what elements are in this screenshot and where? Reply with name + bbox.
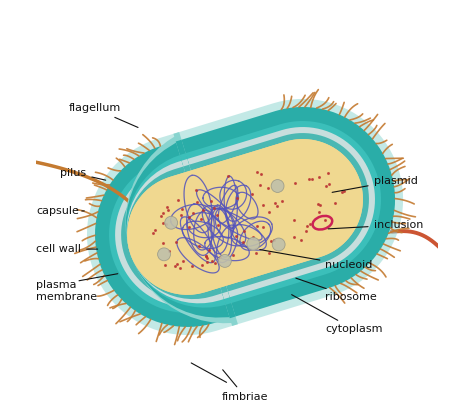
Polygon shape	[185, 170, 226, 288]
Polygon shape	[180, 153, 231, 305]
Ellipse shape	[157, 248, 171, 261]
Polygon shape	[87, 99, 403, 335]
Text: inclusion: inclusion	[328, 220, 423, 230]
Ellipse shape	[219, 255, 231, 267]
Polygon shape	[182, 159, 230, 299]
Text: plasmid: plasmid	[332, 176, 418, 192]
Polygon shape	[127, 171, 224, 295]
Polygon shape	[121, 133, 369, 301]
Text: pilus: pilus	[60, 168, 106, 180]
Text: fimbriae: fimbriae	[222, 370, 268, 402]
Polygon shape	[95, 107, 395, 327]
Text: ribosome: ribosome	[296, 278, 377, 302]
Ellipse shape	[271, 179, 284, 192]
Polygon shape	[127, 139, 363, 295]
Polygon shape	[173, 132, 238, 326]
Polygon shape	[176, 140, 236, 318]
Text: cell wall: cell wall	[36, 244, 98, 254]
Polygon shape	[115, 127, 375, 307]
Text: flagellum: flagellum	[68, 103, 138, 128]
Polygon shape	[183, 165, 228, 293]
Polygon shape	[127, 165, 226, 299]
Text: plasma
membrane: plasma membrane	[36, 280, 97, 302]
Text: capsule: capsule	[36, 206, 84, 216]
Polygon shape	[127, 160, 228, 303]
Text: cytoplasm: cytoplasm	[292, 295, 383, 335]
Text: nucleoid: nucleoid	[260, 250, 373, 270]
Ellipse shape	[272, 238, 285, 251]
Polygon shape	[126, 133, 236, 325]
Ellipse shape	[165, 216, 178, 229]
Polygon shape	[127, 154, 229, 307]
Polygon shape	[127, 139, 363, 295]
Ellipse shape	[247, 238, 260, 250]
Polygon shape	[191, 170, 228, 286]
Polygon shape	[109, 121, 381, 313]
Polygon shape	[126, 140, 234, 318]
